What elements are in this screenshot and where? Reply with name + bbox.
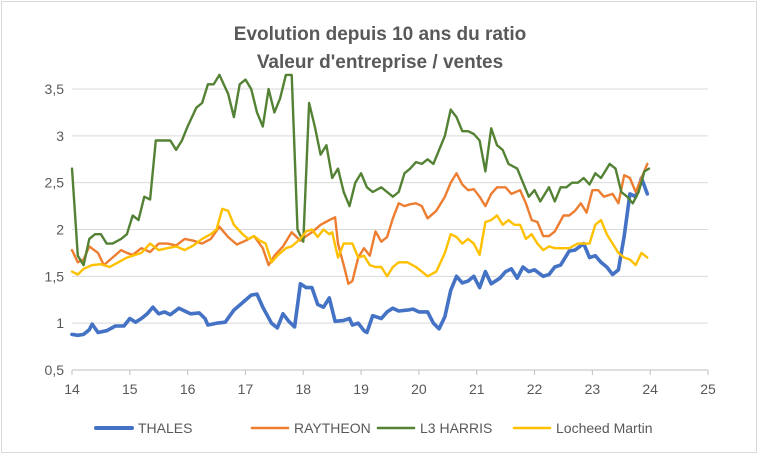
x-tick-label: 20 bbox=[411, 381, 427, 397]
y-tick-label: 2,5 bbox=[45, 175, 65, 191]
legend: THALES RAYTHEON L3 HARRIS Locheed Martin bbox=[94, 420, 653, 436]
x-tick-label: 16 bbox=[180, 381, 196, 397]
x-tick-label: 23 bbox=[585, 381, 601, 397]
y-tick-label: 3,5 bbox=[45, 81, 65, 97]
y-axis-ticks: 0,5 1 1,5 2 2,5 3 3,5 bbox=[45, 81, 65, 378]
series-line-raytheon bbox=[70, 162, 649, 285]
y-tick-label: 1 bbox=[56, 315, 64, 331]
x-tick-label: 14 bbox=[64, 381, 80, 397]
x-tick-label: 15 bbox=[122, 381, 138, 397]
y-tick-label: 0,5 bbox=[45, 362, 65, 378]
x-tick-label: 25 bbox=[700, 381, 716, 397]
x-tick-label: 18 bbox=[295, 381, 311, 397]
legend-label: THALES bbox=[138, 420, 192, 436]
series-line-l3-harris bbox=[70, 73, 651, 267]
legend-label: Locheed Martin bbox=[556, 420, 653, 436]
series-line-locheed-martin bbox=[70, 207, 649, 278]
x-tick-label: 17 bbox=[238, 381, 254, 397]
y-tick-label: 2 bbox=[56, 222, 64, 238]
series-line-thales bbox=[70, 176, 650, 338]
x-tick-label: 19 bbox=[353, 381, 369, 397]
x-tick-label: 22 bbox=[527, 381, 543, 397]
x-tick-label: 24 bbox=[642, 381, 658, 397]
chart-title-line-1: Evolution depuis 10 ans du ratio bbox=[234, 24, 526, 45]
y-tick-label: 1,5 bbox=[45, 268, 65, 284]
legend-label: RAYTHEON bbox=[294, 420, 371, 436]
legend-label: L3 HARRIS bbox=[420, 420, 492, 436]
x-axis-ticks: 14 15 16 17 18 19 20 21 22 23 24 25 bbox=[64, 369, 716, 397]
series-lines bbox=[70, 73, 651, 338]
chart-title-line-2: Valeur d'entreprise / ventes bbox=[257, 52, 503, 73]
x-tick-label: 21 bbox=[469, 381, 485, 397]
y-tick-label: 3 bbox=[56, 128, 64, 144]
